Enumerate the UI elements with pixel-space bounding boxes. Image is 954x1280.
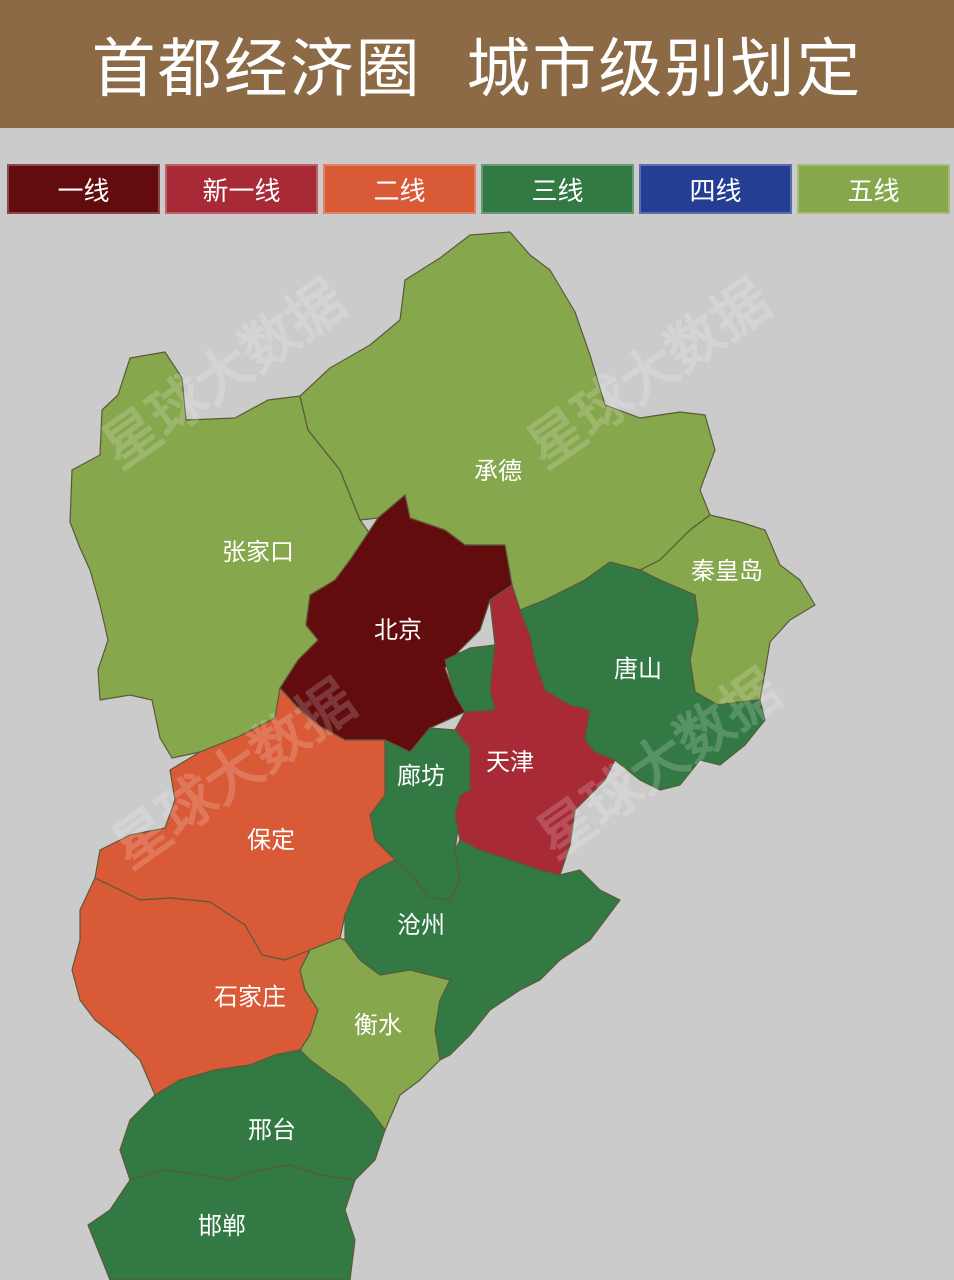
legend-tier5: 五线: [797, 164, 950, 214]
city-label-tangshan: 唐山: [614, 655, 662, 683]
city-label-hengshui: 衡水: [354, 1011, 402, 1039]
tier-legend: 一线 新一线 二线 三线 四线 五线: [7, 164, 950, 214]
city-label-qinhuangdao: 秦皇岛: [691, 557, 763, 585]
legend-tier1: 一线: [7, 164, 160, 214]
city-label-baoding: 保定: [247, 826, 295, 854]
legend-tier3: 三线: [481, 164, 634, 214]
city-label-zhangjiakou: 张家口: [222, 538, 294, 566]
legend-tier-new1: 新一线: [165, 164, 318, 214]
city-label-langfang: 廊坊: [397, 762, 445, 790]
city-label-handan: 邯郸: [198, 1212, 246, 1240]
legend-tier2: 二线: [323, 164, 476, 214]
city-label-shijiazhuang: 石家庄: [214, 983, 286, 1011]
title-bar: 首都经济圈 城市级别划定: [0, 0, 954, 128]
legend-tier4: 四线: [639, 164, 792, 214]
city-label-beijing: 北京: [374, 616, 422, 644]
city-label-cangzhou: 沧州: [397, 911, 445, 939]
region-handan[interactable]: [87, 1164, 356, 1280]
city-label-chengde: 承德: [474, 457, 522, 485]
region-hengshui[interactable]: [299, 937, 451, 1131]
city-label-xingtai: 邢台: [248, 1116, 296, 1144]
city-label-tianjin: 天津: [486, 748, 534, 776]
page-title: 首都经济圈 城市级别划定: [91, 33, 863, 107]
